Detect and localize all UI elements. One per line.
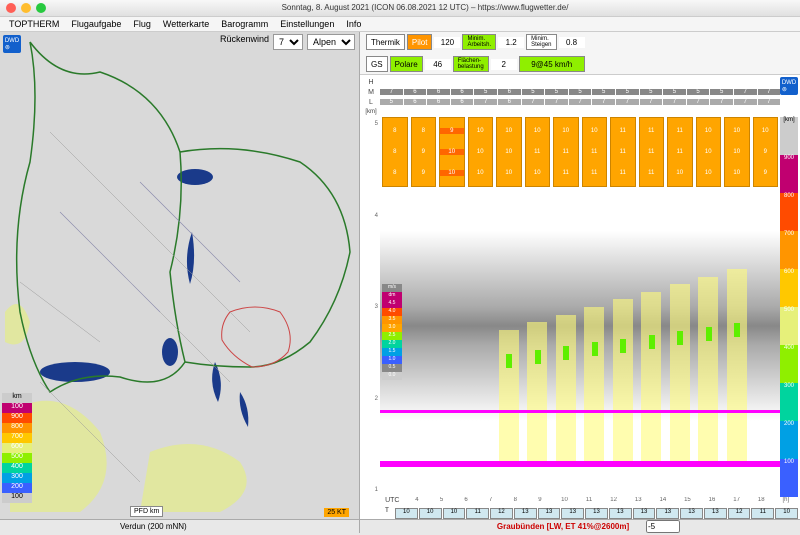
pfd-label: PFD km <box>130 506 163 517</box>
polare-label[interactable]: Polare <box>391 59 422 70</box>
menu-flug[interactable]: Flug <box>128 18 156 30</box>
l-label: L <box>362 99 380 106</box>
flachen-label[interactable]: Flächen- belastung <box>454 57 488 71</box>
menu-barogramm[interactable]: Barogramm <box>216 18 273 30</box>
min-steigen-label: Minim. Steigen <box>527 35 555 49</box>
zoom-icon[interactable] <box>36 3 46 13</box>
menubar: TOPTHERMFlugaufgabeFlugWetterkarteBarogr… <box>0 17 800 32</box>
menu-einstellungen[interactable]: Einstellungen <box>275 18 339 30</box>
t-row: T1010101112131313131313131313121110 <box>362 508 798 519</box>
menu-info[interactable]: Info <box>341 18 366 30</box>
titlebar: Sonntag, 8. August 2021 (ICON 06.08.2021… <box>0 0 800 17</box>
km-label: [km] <box>362 109 380 115</box>
close-icon[interactable] <box>6 3 16 13</box>
pilot-label[interactable]: Pilot <box>408 37 432 48</box>
map[interactable] <box>0 32 359 533</box>
h-label: H <box>362 79 380 86</box>
right-scale: [km]900800700600500400300200100 <box>780 117 798 497</box>
polare-value[interactable] <box>425 59 451 70</box>
minimize-icon[interactable] <box>21 3 31 13</box>
top-controls: Thermik Pilot Minim. Arbeitsh. Minim. St… <box>360 32 800 75</box>
ruckenwind-label: Rückenwind <box>220 34 269 50</box>
summary-label: 9@45 km/h <box>527 59 576 70</box>
min-arbeitsh-value[interactable] <box>498 37 524 48</box>
plot-area: 8888999101010101010101010111010111110111… <box>380 117 780 497</box>
ruckenwind-select[interactable]: 7 <box>273 34 303 50</box>
ms-legend: m/sdm4.54.03.53.02.52.01.51.00.50.0 <box>382 284 402 380</box>
menu-toptherm[interactable]: TOPTHERM <box>4 18 64 30</box>
offset-spinner[interactable] <box>646 520 680 533</box>
dwd-logo: DWD⊚ <box>3 35 21 53</box>
y-axis: 54321 <box>362 117 380 497</box>
utc-label: UTC <box>380 497 405 507</box>
menu-wetterkarte[interactable]: Wetterkarte <box>158 18 214 30</box>
flachen-value[interactable] <box>491 59 517 70</box>
min-steigen-value[interactable] <box>559 37 585 48</box>
chart-status: Graubünden [LW, ET 41%@2600m] <box>497 522 629 531</box>
kt-label: 25 KT <box>324 508 349 517</box>
window-title: Sonntag, 8. August 2021 (ICON 06.08.2021… <box>56 3 794 12</box>
thermik-label: Thermik <box>367 37 404 48</box>
dwd-logo-chart: DWD⊚ <box>780 77 798 95</box>
chart-area: DWD⊚ H M76665655555555577 L5666767777777… <box>362 77 798 531</box>
pilot-value[interactable] <box>434 37 460 48</box>
km-legend: km100900800700600500400300200100 <box>2 393 32 503</box>
chart-panel: Thermik Pilot Minim. Arbeitsh. Minim. St… <box>360 32 800 533</box>
map-panel: DWD⊚ Rückenwind 7 Alpen <box>0 32 360 533</box>
status-left: Verdun (200 mNN) <box>120 522 187 531</box>
gs-label: GS <box>367 59 387 70</box>
m-label: M <box>362 89 380 96</box>
region-select[interactable]: Alpen <box>307 34 355 50</box>
min-arbeitsh-label[interactable]: Minim. Arbeitsh. <box>463 35 495 49</box>
menu-flugaufgabe[interactable]: Flugaufgabe <box>66 18 126 30</box>
